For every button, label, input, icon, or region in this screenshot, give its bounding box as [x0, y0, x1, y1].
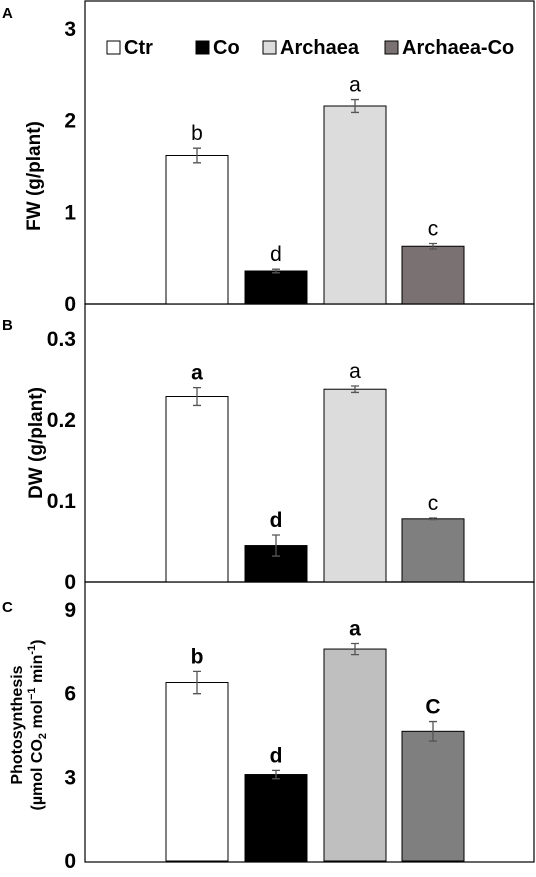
legend: Ctr Co Archaea Archaea-Co [106, 37, 514, 59]
panel-c-error-bar-archaea-co [429, 720, 437, 742]
panel-a-y-tick-1: 1 [64, 201, 76, 224]
panel-a-bar-ctr [165, 155, 229, 305]
panel-c-error-bar-co [272, 769, 280, 780]
panel-a-error-bar-archaea-co [429, 242, 437, 250]
panel-b-error-bar-archaea [351, 385, 359, 394]
panel-a-error-bar-archaea [351, 98, 359, 114]
panel-c-bar-archaea [323, 648, 387, 862]
legend-label-archaea-co: Archaea-Co [402, 37, 514, 59]
panel-c-error-bar-archaea [351, 642, 359, 656]
panel-a-significance-ctr: b [191, 122, 203, 145]
panel-c-significance-archaea: a [349, 617, 361, 640]
panel-a-significance-archaea: a [349, 74, 361, 97]
legend-swatch-archaea-co [384, 40, 399, 55]
panel-b-y-tick-0: 0 [64, 571, 76, 594]
panel-c-y-tick-3: 3 [64, 766, 76, 789]
panel-b-error-bar-co [272, 534, 280, 557]
panel-c-ylabel-part-2: mol [29, 700, 46, 733]
panel-b-bar-ctr [165, 396, 229, 583]
panel-b-error-bar-archaea-co [429, 517, 437, 521]
panel-a-bar-archaea-co [401, 245, 465, 305]
panel-c-y-axis-label-line2: (µmol CO2 mol−1 min-1) [26, 640, 49, 811]
panel-a-error-bar-ctr [193, 147, 201, 164]
panel-b: B DW (g/plant) 0 0.1 0.2 0.3 a d a c [2, 303, 535, 594]
panel-c-ylabel-part-4: ) [29, 640, 46, 645]
panel-a-y-tick-3: 3 [64, 18, 76, 41]
panel-c-y-tick-9: 9 [64, 599, 76, 622]
panel-a-bar-archaea [323, 105, 387, 305]
panel-a: A FW (g/plant) Ctr Co Archaea Archaea-Co… [2, 0, 535, 316]
panel-a-y-tick-2: 2 [64, 110, 76, 133]
panel-b-significance-co: d [270, 509, 283, 532]
panel-b-y-tick-0-3: 0.3 [47, 328, 76, 351]
panel-c-bar-ctr [165, 682, 229, 862]
panel-c-bar-co [244, 774, 308, 862]
legend-swatch-archaea [262, 40, 277, 55]
panel-b-bar-archaea [323, 388, 387, 583]
panel-c-label: C [2, 599, 13, 616]
panel-a-error-bar-co [272, 268, 280, 274]
panel-c-error-bar-ctr [193, 670, 201, 695]
panel-c-ylabel-part-3: min [29, 655, 46, 688]
panel-b-bar-archaea-co [401, 518, 465, 583]
panel-a-significance-co: d [270, 243, 282, 266]
panel-c-y-tick-0: 0 [64, 850, 76, 873]
panel-c-ylabel-subscript: 2 [37, 733, 49, 739]
panel-c: C Photosynthesis (µmol CO2 mol−1 min-1) … [2, 581, 535, 873]
panel-c-y-tick-6: 6 [64, 683, 76, 706]
panel-a-label: A [2, 5, 13, 22]
panel-a-significance-archaea-co: c [428, 218, 439, 241]
panel-c-significance-co: d [270, 744, 283, 767]
panel-c-ylabel-part-1: (µmol CO [29, 739, 46, 810]
panel-b-y-tick-0-1: 0.1 [47, 490, 77, 513]
panel-b-y-axis-label: DW (g/plant) [26, 387, 47, 499]
panel-c-significance-archaea-co: C [425, 696, 440, 719]
panel-c-bar-archaea-co [401, 730, 465, 862]
legend-swatch-co [195, 40, 210, 55]
panel-b-y-tick-0-2: 0.2 [47, 409, 76, 432]
legend-label-co: Co [213, 37, 240, 59]
panel-b-error-bar-ctr [193, 386, 201, 407]
panel-c-y-axis-label-line1: Photosynthesis [9, 665, 26, 784]
panel-b-significance-archaea: a [349, 360, 361, 383]
legend-swatch-ctr [106, 40, 121, 55]
legend-label-archaea: Archaea [280, 37, 360, 59]
panel-c-ylabel-superscript-2: -1 [26, 645, 38, 655]
panel-b-significance-ctr: a [191, 362, 203, 385]
panel-a-y-tick-0: 0 [64, 293, 76, 316]
panel-b-significance-archaea-co: c [428, 492, 439, 515]
panel-a-bar-co [244, 270, 308, 305]
panel-c-significance-ctr: b [191, 645, 204, 668]
panel-c-plot-frame [84, 581, 535, 863]
legend-label-ctr: Ctr [124, 37, 153, 59]
panel-c-ylabel-superscript-1: −1 [26, 688, 38, 701]
panel-a-y-axis-label: FW (g/plant) [24, 121, 45, 231]
panel-b-label: B [2, 317, 13, 334]
